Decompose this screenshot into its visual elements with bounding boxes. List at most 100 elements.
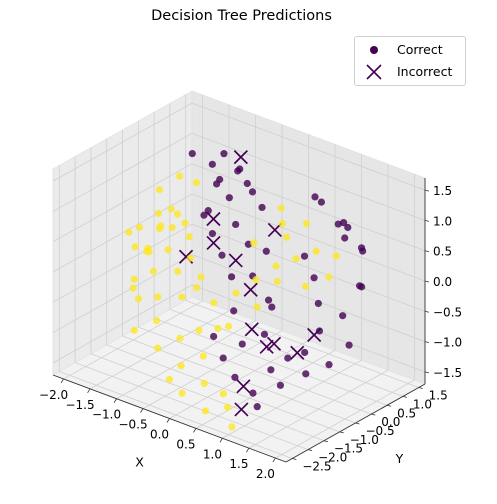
z-tick-label: 1.5 [433, 184, 452, 198]
y-tick-label: −2.5 [302, 459, 331, 473]
data-point-incorrect [236, 379, 251, 394]
data-point-correct [252, 275, 260, 284]
data-point-correct [155, 186, 164, 194]
data-point-correct [220, 150, 228, 158]
data-point-incorrect [206, 235, 221, 251]
data-point-incorrect [266, 336, 282, 351]
x-tick [193, 428, 197, 433]
data-point-correct [262, 247, 270, 255]
x-marker-stroke [234, 402, 249, 417]
z-tick-label: 0.0 [433, 275, 452, 289]
data-point-correct [314, 299, 322, 308]
grid-line-z [52, 254, 193, 333]
x-marker-stroke [178, 249, 194, 264]
data-point-correct [178, 389, 186, 397]
data-point-correct [292, 255, 300, 263]
legend: Correct Incorrect [354, 36, 466, 86]
y-tick [323, 440, 329, 443]
data-point-correct [197, 273, 205, 281]
data-point-correct [125, 228, 133, 236]
data-point-incorrect [290, 345, 305, 360]
x-tick-label: −1.0 [92, 408, 121, 422]
grid-line-y [74, 362, 309, 450]
data-point-correct [168, 224, 176, 232]
data-point-correct [282, 233, 291, 241]
data-point-correct [200, 379, 208, 388]
y-tick-label: −1.5 [334, 442, 363, 456]
y-tick-label: 0.5 [397, 406, 416, 420]
data-point-correct [325, 361, 333, 369]
x-tick [219, 438, 223, 443]
data-point-correct [192, 179, 201, 187]
data-point-correct [341, 234, 349, 242]
data-point-correct [131, 243, 139, 251]
data-point-correct [208, 230, 217, 238]
legend-label-correct: Correct [397, 42, 443, 57]
z-tick-label: −1.5 [433, 366, 462, 380]
data-point-correct [334, 220, 342, 228]
data-point-correct [244, 240, 252, 248]
grid-line-z [191, 102, 426, 191]
x-tick [87, 388, 91, 394]
data-point-incorrect [206, 211, 221, 227]
grid-line-y [90, 353, 325, 442]
y-tick [371, 413, 376, 416]
data-point-correct [267, 366, 275, 374]
data-point-correct [188, 149, 196, 158]
data-point-correct [332, 252, 340, 260]
z-tick [424, 189, 430, 192]
legend-label-incorrect: Incorrect [397, 64, 453, 79]
grid-line-z [191, 133, 426, 221]
grid-line-y [59, 371, 293, 459]
data-point-correct [243, 179, 251, 188]
grid-line-z [52, 284, 193, 364]
data-point-correct [355, 282, 364, 290]
data-point-correct [157, 222, 165, 230]
grid-line-z [52, 133, 193, 212]
data-point-incorrect [244, 322, 259, 337]
chart-title: Decision Tree Predictions [151, 8, 332, 24]
data-point-correct [303, 220, 311, 228]
data-point-correct [249, 389, 257, 397]
data-point-correct [193, 283, 201, 292]
y-tick-label: 1.0 [413, 397, 432, 411]
data-point-correct [253, 403, 261, 411]
data-point-correct [230, 307, 238, 315]
y-axis-title: Y [395, 451, 404, 466]
data-point-correct [302, 282, 310, 290]
data-point-correct [273, 277, 281, 286]
grid-line-z [191, 254, 426, 342]
x-marker-stroke [267, 222, 282, 238]
data-point-correct [238, 340, 246, 348]
data-point-correct [310, 274, 318, 282]
data-point-correct [130, 275, 138, 283]
x-marker-stroke [233, 149, 248, 165]
legend-item-correct: Correct [355, 39, 465, 61]
data-point-correct [234, 167, 242, 175]
data-point-correct [276, 381, 285, 389]
grid-line-z [191, 193, 426, 282]
data-point-correct [174, 267, 182, 275]
y-tick [308, 449, 313, 451]
data-point-correct [130, 326, 138, 334]
data-point-incorrect [234, 402, 249, 417]
data-point-correct [219, 354, 227, 362]
data-point-correct [258, 203, 266, 212]
data-point-correct [268, 303, 276, 311]
x-tick [113, 398, 117, 403]
x-marker-stroke [236, 379, 251, 394]
data-point-correct [181, 219, 189, 227]
data-point-correct [145, 248, 153, 256]
data-point-correct [277, 204, 285, 212]
data-point-correct [204, 207, 212, 215]
x-tick [166, 418, 170, 423]
x-tick-label: 1.0 [203, 447, 222, 461]
data-point-correct [186, 254, 194, 262]
z-tick-label: −0.5 [433, 305, 462, 319]
data-point-correct [152, 317, 161, 325]
x-marker-stroke [259, 339, 274, 354]
data-point-correct [154, 209, 163, 217]
data-point-incorrect [259, 339, 274, 354]
legend-marker-circle [370, 46, 378, 54]
data-point-incorrect [228, 253, 243, 268]
